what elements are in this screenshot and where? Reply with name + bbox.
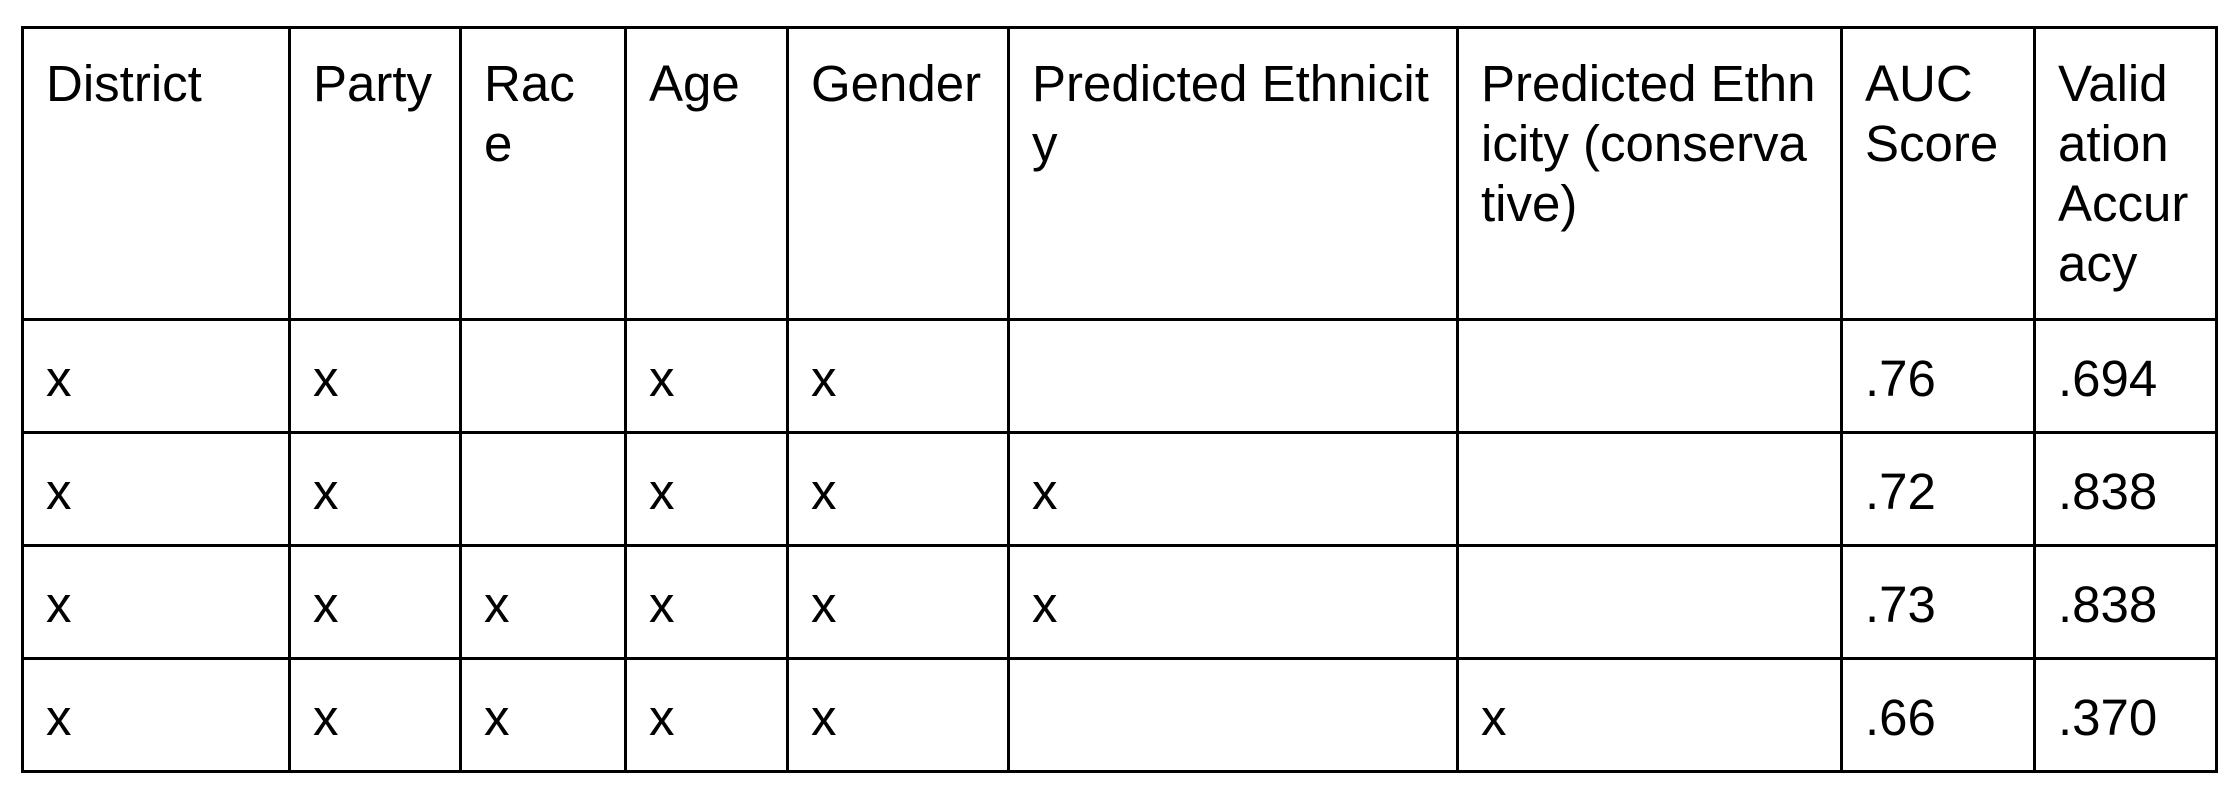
cell-predicted-ethnicity-conservative: x (1456, 657, 1843, 773)
cell-age: x (624, 318, 789, 434)
cell-district: x (21, 431, 291, 547)
cell-auc-score: .66 (1840, 657, 2036, 773)
results-table: District Party Race Age Gender Predicted… (21, 26, 2218, 773)
cell-age: x (624, 657, 789, 773)
cell-party: x (288, 544, 462, 660)
cell-gender: x (786, 318, 1010, 434)
cell-predicted-ethnicity: x (1007, 431, 1459, 547)
cell-party: x (288, 318, 462, 434)
cell-district: x (21, 318, 291, 434)
cell-auc-score: .76 (1840, 318, 2036, 434)
cell-predicted-ethnicity: x (1007, 544, 1459, 660)
header-party: Party (288, 26, 462, 321)
cell-race (459, 431, 627, 547)
cell-validation-accuracy: .838 (2033, 544, 2218, 660)
header-district: District (21, 26, 291, 321)
cell-party: x (288, 657, 462, 773)
cell-auc-score: .72 (1840, 431, 2036, 547)
cell-gender: x (786, 657, 1010, 773)
cell-predicted-ethnicity (1007, 318, 1459, 434)
header-age: Age (624, 26, 789, 321)
table-row: x x x x .76 .694 (21, 318, 2218, 434)
cell-validation-accuracy: .838 (2033, 431, 2218, 547)
cell-predicted-ethnicity-conservative (1456, 318, 1843, 434)
header-predicted-ethnicity: Predicted Ethnicity (1007, 26, 1459, 321)
cell-predicted-ethnicity-conservative (1456, 431, 1843, 547)
cell-party: x (288, 431, 462, 547)
header-row: District Party Race Age Gender Predicted… (21, 26, 2218, 321)
table-row: x x x x x x .66 .370 (21, 657, 2218, 773)
cell-gender: x (786, 544, 1010, 660)
cell-predicted-ethnicity-conservative (1456, 544, 1843, 660)
header-validation-accuracy: Validation Accuracy (2033, 26, 2218, 321)
header-predicted-ethnicity-conservative: Predicted Ethnicity (conservative) (1456, 26, 1843, 321)
cell-race (459, 318, 627, 434)
cell-auc-score: .73 (1840, 544, 2036, 660)
cell-race: x (459, 657, 627, 773)
cell-age: x (624, 431, 789, 547)
cell-predicted-ethnicity (1007, 657, 1459, 773)
header-gender: Gender (786, 26, 1010, 321)
cell-district: x (21, 544, 291, 660)
header-race: Race (459, 26, 627, 321)
table-row: x x x x x x .73 .838 (21, 544, 2218, 660)
cell-validation-accuracy: .370 (2033, 657, 2218, 773)
cell-district: x (21, 657, 291, 773)
cell-gender: x (786, 431, 1010, 547)
cell-validation-accuracy: .694 (2033, 318, 2218, 434)
cell-age: x (624, 544, 789, 660)
header-auc-score: AUC Score (1840, 26, 2036, 321)
cell-race: x (459, 544, 627, 660)
table-row: x x x x x .72 .838 (21, 431, 2218, 547)
